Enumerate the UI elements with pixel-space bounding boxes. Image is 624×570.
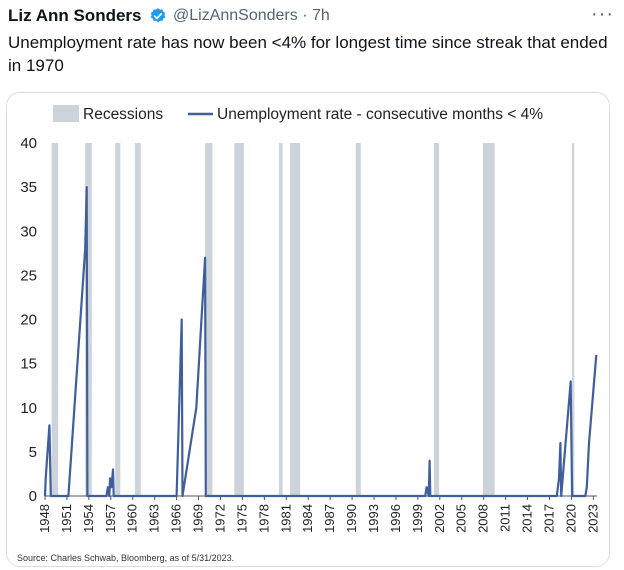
x-tick-label: 2017 <box>541 504 556 533</box>
x-tick-label: 1987 <box>322 504 337 533</box>
recession-band <box>51 143 59 496</box>
recession-band <box>205 143 213 496</box>
more-options-icon[interactable]: ··· <box>591 3 614 25</box>
x-tick-label: 1984 <box>300 504 315 533</box>
x-tick-label: 1990 <box>344 504 359 533</box>
x-tick-label: 1966 <box>169 504 184 533</box>
unemployment-chart: 0 5 10 15 20 25 30 35 40 1948 1951 1954 1957 1960 1963… <box>17 105 600 563</box>
x-tick-label: 1981 <box>278 504 293 533</box>
recession-band <box>134 143 141 496</box>
x-tick-label: 2023 <box>585 504 600 533</box>
x-tick-label: 2005 <box>454 504 469 533</box>
y-tick-label: 0 <box>29 488 37 505</box>
chart-card[interactable]: 0 5 10 15 20 25 30 35 40 1948 1951 1954 1957 1960 1963… <box>6 92 610 567</box>
recession-band <box>572 143 575 496</box>
unemployment-series-line <box>43 186 598 498</box>
x-tick-label: 2014 <box>520 504 535 533</box>
recession-band <box>278 143 283 496</box>
y-tick-label: 15 <box>20 356 37 373</box>
tweet-header: Liz Ann Sonders @LizAnnSonders · 7h ··· <box>8 3 618 26</box>
author-name[interactable]: Liz Ann Sonders <box>8 6 142 25</box>
y-tick-label: 35 <box>20 179 37 196</box>
tweet-text: Unemployment rate has now been <4% for l… <box>8 33 608 75</box>
recession-band <box>433 143 440 496</box>
x-tick-label: 1969 <box>191 504 206 533</box>
legend-recessions-label: Recessions <box>83 106 163 123</box>
verified-badge-icon <box>150 8 166 23</box>
x-tick-label: 2020 <box>563 504 578 533</box>
handle-and-time[interactable]: @LizAnnSonders · 7h <box>173 7 330 24</box>
x-tick-label: 2011 <box>498 504 513 532</box>
x-tick-label: 1978 <box>256 504 271 533</box>
source-note: Source: Charles Schwab, Bloomberg, as of… <box>17 553 234 563</box>
y-tick-label: 30 <box>20 223 37 240</box>
recession-band <box>289 143 301 496</box>
x-tick-label: 1996 <box>388 504 403 533</box>
x-tick-label: 1999 <box>410 504 425 533</box>
x-tick-label: 1975 <box>234 504 249 533</box>
recession-band <box>115 143 121 496</box>
x-tick-label: 1993 <box>366 504 381 533</box>
x-tick-label: 2002 <box>432 504 447 533</box>
x-tick-label: 1954 <box>81 504 96 533</box>
recession-band <box>85 143 92 496</box>
x-tick-label: 1972 <box>212 504 227 533</box>
y-tick-label: 25 <box>20 267 37 284</box>
x-tick-label: 1960 <box>125 504 140 533</box>
y-tick-label: 5 <box>29 444 37 461</box>
x-tick-label: 1948 <box>37 504 52 533</box>
recession-band <box>355 143 361 496</box>
recession-band <box>234 143 244 496</box>
x-tick-label: 1957 <box>103 504 118 533</box>
y-tick-label: 20 <box>20 312 37 329</box>
recession-band <box>482 143 495 496</box>
x-tick-label: 1963 <box>147 504 162 533</box>
legend-unemployment-label: Unemployment rate - consecutive months <… <box>217 106 543 123</box>
x-tick-label: 1951 <box>59 504 74 533</box>
legend-recession-swatch <box>53 105 79 122</box>
x-tick-label: 2008 <box>476 504 491 533</box>
y-tick-label: 10 <box>20 400 37 417</box>
y-tick-label: 40 <box>20 135 37 152</box>
